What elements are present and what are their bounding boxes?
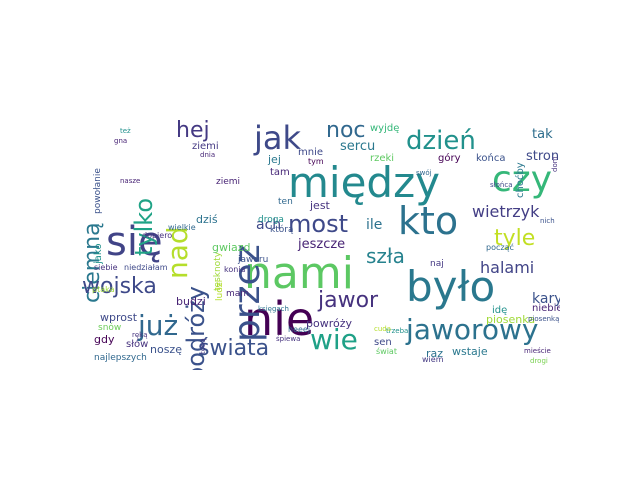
- word-tylko: tylko: [130, 197, 158, 256]
- word-jawor: jawor: [318, 288, 379, 313]
- word-budzi: budzi: [176, 295, 206, 308]
- word-snow: snów: [98, 323, 122, 333]
- word-mnie: mnie: [298, 147, 324, 158]
- word-ide: idę: [492, 305, 508, 316]
- word-nich: nich: [540, 217, 555, 225]
- word-miedzy: między: [288, 158, 440, 207]
- word-czy: czy: [492, 159, 552, 200]
- word-kto: kto: [398, 199, 459, 243]
- word-droga: droga: [258, 215, 284, 225]
- word-wprost: wprost: [100, 311, 138, 324]
- word-wie: wie: [310, 323, 358, 356]
- word-niebie: niebie: [532, 303, 560, 314]
- word-noc: noc: [326, 120, 366, 143]
- word-tam: tam: [270, 167, 290, 178]
- word-juz: już: [138, 309, 179, 342]
- word-raz: raz: [426, 347, 444, 360]
- word-piosenka: piosenka: [486, 313, 536, 326]
- word-nie: nie: [244, 292, 315, 346]
- word-rzeki: rzeki: [370, 153, 395, 164]
- word-sen: sen: [374, 337, 392, 348]
- word-piosenka-2: piosenką: [528, 315, 560, 323]
- word-drogi: drogi: [530, 357, 548, 365]
- word-ten: ten: [278, 197, 293, 207]
- word-bylo: było: [406, 262, 496, 311]
- word-dnia: dnia: [200, 151, 216, 159]
- word-tyle: tyle: [494, 226, 536, 251]
- word-jest: jest: [310, 199, 330, 212]
- word-ptaka: ptaka: [92, 285, 115, 294]
- word-wstaje: wstaje: [452, 345, 488, 358]
- word-ziemi: ziemi: [192, 141, 219, 152]
- word-konca: końca: [476, 153, 506, 164]
- word-hej: hej: [176, 120, 210, 143]
- word-szla: szła: [366, 244, 405, 268]
- word-kary: kary: [532, 291, 560, 307]
- word-stron: stron: [526, 149, 560, 164]
- word-dom: dom: [551, 156, 559, 172]
- word-slonca: słońca: [490, 181, 513, 189]
- word-sercu: sercu: [340, 139, 376, 154]
- word-gna: gna: [114, 137, 128, 145]
- word-gory: góry: [438, 153, 461, 164]
- word-trzeba: trzeba: [386, 327, 409, 335]
- word-gdy: gdy: [94, 333, 115, 346]
- word-swiat: świat: [376, 347, 397, 356]
- word-najlepszych: najlepszych: [94, 353, 147, 363]
- word-wielkie: wielkie: [168, 223, 196, 232]
- word-tak: tak: [532, 127, 553, 142]
- word-dzien: dzień: [406, 126, 476, 156]
- word-slow: słów: [126, 339, 149, 350]
- word-miescie: mieście: [524, 347, 551, 355]
- word-niedzialam: niedziałam: [124, 263, 168, 272]
- word-tez: też: [120, 127, 131, 135]
- word-tym: tym: [308, 157, 324, 166]
- word-cloud: nami nie między było się kto czy przez j…: [80, 120, 560, 370]
- word-wojska: wojska: [82, 274, 157, 299]
- word-reka: ręką: [132, 331, 148, 339]
- word-nasze: nasze: [120, 177, 141, 185]
- word-jeszcze: jeszcze: [298, 237, 346, 252]
- word-swiata: świata: [198, 336, 270, 361]
- word-ludzi: ludzi: [215, 279, 225, 301]
- word-dopiero: dopiero: [142, 231, 173, 240]
- word-chocby: choćby: [515, 162, 526, 198]
- word-spiewa: śpiewa: [276, 335, 301, 343]
- word-poczac: począć: [486, 243, 514, 252]
- word-wiem: wiem: [422, 355, 444, 364]
- word-naj: naj: [430, 259, 444, 269]
- word-jaworowy: jaworowy: [406, 313, 539, 346]
- word-konia: konia: [224, 265, 246, 274]
- word-halami: halami: [480, 258, 535, 277]
- word-siebie: siebie: [94, 263, 118, 272]
- word-gwiazd: gwiazd: [212, 241, 251, 254]
- word-swoj: swój: [416, 169, 432, 177]
- word-nami: nami: [244, 248, 354, 299]
- word-dzis: dziś: [196, 213, 218, 226]
- word-mam: mam: [226, 289, 250, 299]
- word-jej: jej: [268, 153, 281, 166]
- word-sie: się: [106, 219, 163, 265]
- word-ile: ile: [366, 217, 383, 233]
- word-heeej: heeej: [288, 325, 311, 334]
- word-ksiegach: księgach: [258, 305, 289, 313]
- word-nosze: noszę: [150, 343, 182, 356]
- word-toba: tobą: [199, 338, 207, 354]
- word-ziemi-2: ziemi: [216, 177, 241, 187]
- word-most: most: [288, 210, 348, 238]
- word-jak: jak: [254, 120, 302, 157]
- word-wyjde: wyjdę: [370, 123, 400, 134]
- word-jako: jako: [93, 243, 104, 264]
- word-ktora: którą: [270, 225, 294, 235]
- word-powolanie: powołanie: [93, 168, 103, 214]
- word-ach: ach: [256, 217, 282, 233]
- word-cuda: cuda: [374, 325, 392, 333]
- word-jaworu: jaworu: [238, 255, 269, 265]
- word-powrozy: powróży: [306, 317, 353, 330]
- word-wietrzyk: wietrzyk: [472, 202, 540, 221]
